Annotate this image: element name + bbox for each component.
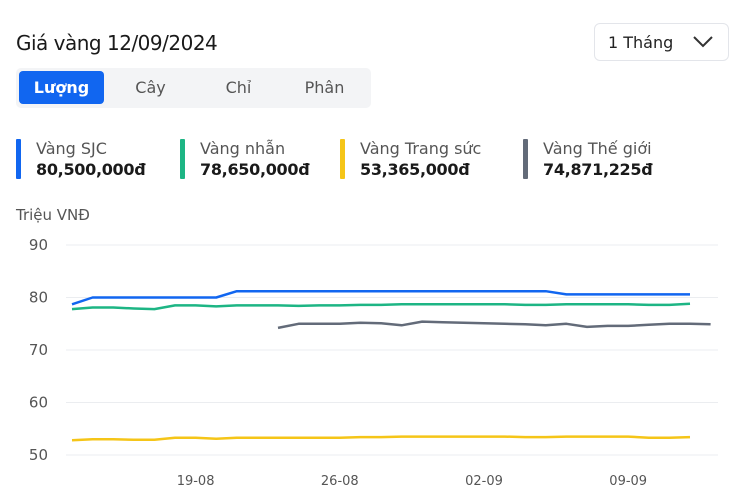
legend-trang-suc: Vàng Trang sức 53,365,000đ [340, 139, 481, 179]
legend-name: Vàng SJC [36, 139, 107, 158]
legend-value: 53,365,000đ [360, 160, 470, 179]
legend-value: 74,871,225đ [543, 160, 653, 179]
series-line-vàng-trang-sức [71, 435, 691, 442]
y-tick-label: 60 [29, 394, 48, 412]
series-line-vàng-thế-giới [277, 320, 711, 330]
y-tick-label: 70 [29, 341, 48, 359]
tab-phan[interactable]: Phân [304, 78, 345, 97]
legend-name: Vàng Thế giới [543, 139, 652, 158]
series-line-vàng-sjc [71, 289, 690, 306]
x-tick-label: 02-09 [465, 474, 503, 489]
range-select-value: 1 Tháng [608, 32, 674, 52]
legend-nhan: Vàng nhẫn 78,650,000đ [180, 139, 310, 179]
legend-color-bar [16, 139, 21, 179]
y-axis-label: Triệu VNĐ [16, 206, 90, 224]
y-tick-label: 80 [29, 289, 48, 307]
legend-color-bar [340, 139, 345, 179]
page-title: Giá vàng 12/09/2024 [16, 31, 218, 55]
legend-value: 78,650,000đ [200, 160, 310, 179]
y-tick-label: 50 [29, 446, 48, 464]
x-tick-label: 19-08 [177, 474, 215, 489]
legend-color-bar [180, 139, 185, 179]
legend-the-gioi: Vàng Thế giới 74,871,225đ [523, 139, 653, 179]
y-tick-label: 90 [29, 236, 48, 254]
chevron-down-icon [693, 36, 713, 48]
unit-tabs: Lượng Cây Chỉ Phân [16, 68, 371, 108]
legend-color-bar [523, 139, 528, 179]
series-line-vàng-nhẫn [71, 302, 691, 311]
legend-name: Vàng Trang sức [360, 139, 482, 158]
tab-luong[interactable]: Lượng [19, 71, 104, 104]
tab-chi[interactable]: Chỉ [225, 78, 252, 97]
legend-value: 80,500,000đ [36, 160, 146, 179]
tab-cay[interactable]: Cây [135, 78, 166, 97]
x-tick-label: 09-09 [609, 474, 647, 489]
x-tick-label: 26-08 [321, 474, 359, 489]
legend-sjc: Vàng SJC 80,500,000đ [16, 139, 146, 179]
range-select[interactable]: 1 Tháng [594, 23, 729, 61]
legend-name: Vàng nhẫn [200, 139, 286, 158]
